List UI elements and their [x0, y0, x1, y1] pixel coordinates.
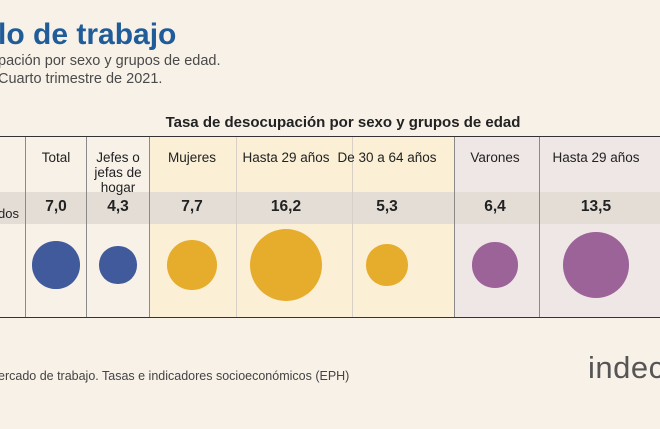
- column-separator: [86, 136, 87, 317]
- indec-logo: indec: [588, 350, 660, 385]
- value-label: 16,2: [270, 198, 302, 215]
- bubble: [250, 229, 322, 301]
- period-text: Cuarto trimestre de 2021.: [0, 71, 163, 87]
- bubble: [32, 241, 80, 289]
- category-label: De 30 a 64 años: [337, 150, 437, 165]
- value-label: 13,5: [580, 198, 612, 215]
- category-label: Jefes o jefas de hogar: [94, 150, 142, 195]
- value-label: 5,3: [376, 198, 398, 215]
- bubble: [366, 244, 408, 286]
- value-label: 4,3: [107, 198, 129, 215]
- bubble: [563, 232, 629, 298]
- column-separator: [454, 136, 455, 317]
- category-label: Mujeres: [167, 150, 216, 165]
- column-separator: [25, 136, 26, 317]
- category-label: Varones: [470, 150, 520, 165]
- column-separator: [149, 136, 150, 317]
- column-separator: [539, 136, 540, 317]
- chart-title: Tasa de desocupación por sexo y grupos d…: [165, 114, 521, 131]
- value-label: 7,0: [45, 198, 67, 215]
- value-label: 6,4: [484, 198, 506, 215]
- bubble: [472, 242, 518, 288]
- page-title: lo de trabajo: [0, 18, 177, 51]
- table-bottom-rule: [0, 317, 660, 318]
- bubble: [167, 240, 217, 290]
- column-separator: [236, 136, 237, 317]
- category-label: Total: [41, 150, 71, 165]
- bubble: [99, 246, 137, 284]
- row-label: dos: [0, 206, 19, 221]
- values-band: [0, 192, 660, 224]
- category-label: Hasta 29 años: [242, 150, 330, 165]
- value-label: 7,7: [181, 198, 203, 215]
- category-label: Hasta 29 años: [552, 150, 640, 165]
- header-top-rule: [0, 136, 660, 137]
- column-separator: [352, 136, 353, 317]
- page-subtitle: pación por sexo y grupos de edad.: [0, 53, 221, 69]
- source-note: ercado de trabajo. Tasas e indicadores s…: [0, 369, 350, 383]
